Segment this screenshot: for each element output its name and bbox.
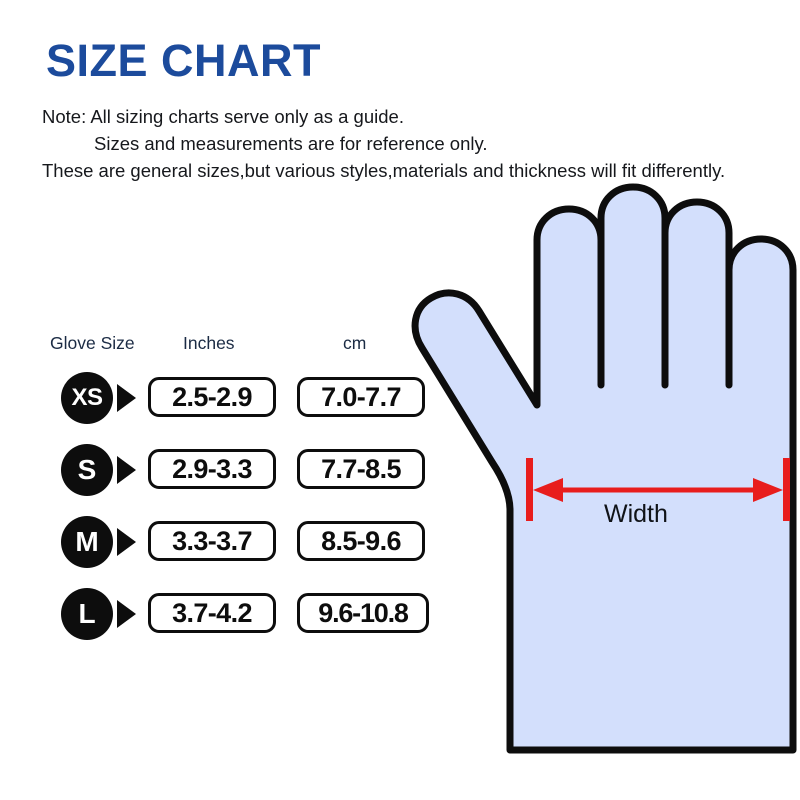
value-pill-inches: 3.3-3.7 bbox=[148, 521, 276, 561]
column-header-glove-size: Glove Size bbox=[50, 333, 135, 353]
size-badge-s: S bbox=[61, 444, 113, 496]
value-pill-cm: 7.0-7.7 bbox=[297, 377, 425, 417]
table-row: L 3.7-4.2 9.6-10.8 bbox=[0, 588, 460, 644]
size-table: Glove Size Inches cm XS 2.5-2.9 7.0-7.7 … bbox=[0, 333, 460, 644]
page-title: SIZE CHART bbox=[46, 35, 321, 86]
note-line-2: Sizes and measurements are for reference… bbox=[94, 133, 488, 154]
measure-tick-left bbox=[526, 458, 533, 521]
table-row: XS 2.5-2.9 7.0-7.7 bbox=[0, 372, 460, 428]
note-line-1: Note: All sizing charts serve only as a … bbox=[42, 106, 404, 127]
row-arrow-icon bbox=[117, 456, 136, 484]
value-pill-inches: 2.5-2.9 bbox=[148, 377, 276, 417]
measure-tick-right bbox=[783, 458, 790, 521]
row-arrow-icon bbox=[117, 600, 136, 628]
value-pill-inches: 3.7-4.2 bbox=[148, 593, 276, 633]
note-block: Note: All sizing charts serve only as a … bbox=[42, 103, 772, 184]
glove-diagram bbox=[400, 180, 800, 780]
note-line-3: These are general sizes,but various styl… bbox=[42, 160, 726, 181]
value-pill-cm: 9.6-10.8 bbox=[297, 593, 429, 633]
size-badge-l: L bbox=[61, 588, 113, 640]
table-row: S 2.9-3.3 7.7-8.5 bbox=[0, 444, 460, 500]
glove-outline-icon bbox=[411, 183, 797, 754]
column-header-inches: Inches bbox=[183, 333, 235, 353]
value-pill-cm: 8.5-9.6 bbox=[297, 521, 425, 561]
size-badge-xs: XS bbox=[61, 372, 113, 424]
width-measurement-label: Width bbox=[604, 500, 668, 528]
value-pill-inches: 2.9-3.3 bbox=[148, 449, 276, 489]
value-pill-cm: 7.7-8.5 bbox=[297, 449, 425, 489]
column-header-cm: cm bbox=[343, 333, 367, 353]
table-row: M 3.3-3.7 8.5-9.6 bbox=[0, 516, 460, 572]
row-arrow-icon bbox=[117, 528, 136, 556]
width-arrow-icon bbox=[533, 478, 783, 502]
row-arrow-icon bbox=[117, 384, 136, 412]
size-badge-m: M bbox=[61, 516, 113, 568]
